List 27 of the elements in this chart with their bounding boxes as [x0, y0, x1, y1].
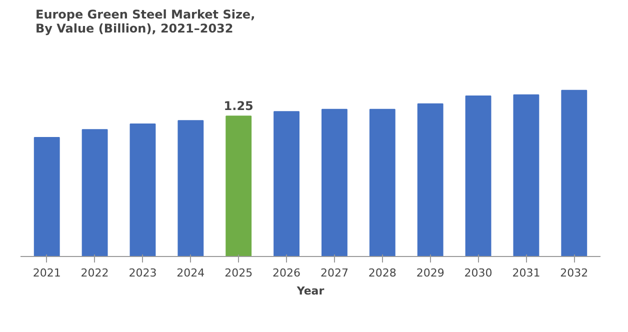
x-tick-label: 2028 [368, 266, 396, 280]
chart-title: Europe Green Steel Market Size, By Value (Billion), 2021–2032 [36, 8, 256, 36]
bar [513, 94, 540, 256]
x-tick-label: 2031 [512, 266, 540, 280]
x-tick-label: 2025 [224, 266, 253, 280]
bar [82, 129, 108, 256]
bar [417, 103, 444, 256]
x-tick-label: 2030 [464, 266, 492, 280]
x-tick-label: 2022 [80, 266, 109, 280]
bar [322, 108, 348, 256]
bar [561, 90, 588, 256]
bar [130, 124, 156, 256]
x-tick-label: 2029 [416, 266, 444, 280]
bar [274, 111, 300, 256]
x-tick-label: 2026 [272, 266, 301, 280]
x-tick-label: 2024 [176, 266, 205, 280]
bar [34, 137, 60, 256]
x-tick-label: 2032 [560, 266, 588, 280]
data-label: 1.25 [224, 99, 254, 114]
bar [178, 120, 204, 256]
x-tick-label: 2027 [320, 266, 348, 280]
x-tick-label: 2021 [32, 266, 61, 280]
x-axis-title: Year [296, 284, 325, 298]
bar [226, 116, 252, 256]
bar [465, 95, 492, 256]
x-tick-label: 2023 [128, 266, 157, 280]
bar [369, 108, 396, 256]
